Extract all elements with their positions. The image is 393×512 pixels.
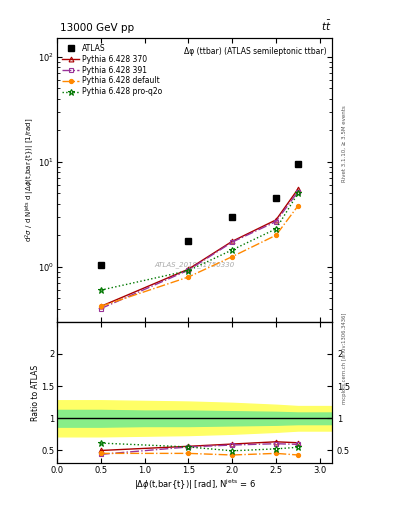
Text: 13000 GeV pp: 13000 GeV pp — [60, 23, 134, 33]
ATLAS — [274, 195, 278, 201]
Pythia 6.428 default — [296, 203, 300, 209]
Pythia 6.428 default — [230, 253, 235, 260]
Text: Rivet 3.1.10, ≥ 3.5M events: Rivet 3.1.10, ≥ 3.5M events — [342, 105, 347, 182]
Pythia 6.428 391 — [296, 188, 300, 195]
X-axis label: |$\Delta\phi$(t,bar{t})| [rad], N$^{\rm jets}$ = 6: |$\Delta\phi$(t,bar{t})| [rad], N$^{\rm … — [134, 478, 255, 493]
Pythia 6.428 default — [186, 274, 191, 280]
Pythia 6.428 370 — [98, 303, 103, 309]
ATLAS — [98, 262, 103, 268]
Pythia 6.428 370 — [186, 266, 191, 272]
Text: Δφ (ttbar) (ATLAS semileptonic ttbar): Δφ (ttbar) (ATLAS semileptonic ttbar) — [184, 47, 327, 56]
Pythia 6.428 pro-q2o — [186, 268, 191, 274]
Pythia 6.428 pro-q2o — [274, 226, 278, 232]
Pythia 6.428 391 — [274, 219, 278, 225]
Pythia 6.428 pro-q2o — [98, 287, 103, 293]
Line: Pythia 6.428 391: Pythia 6.428 391 — [98, 189, 300, 311]
Y-axis label: d$^{2}\sigma$ / d N$^{\rm jets}$ d |$\Delta\phi$(t,bar{t})| [1/rad]: d$^{2}\sigma$ / d N$^{\rm jets}$ d |$\De… — [24, 118, 37, 242]
Text: ATLAS_2019_I1750330: ATLAS_2019_I1750330 — [154, 262, 235, 268]
Line: ATLAS: ATLAS — [98, 161, 301, 268]
Pythia 6.428 370 — [230, 238, 235, 244]
Text: $t\bar{t}$: $t\bar{t}$ — [321, 19, 331, 33]
Line: Pythia 6.428 pro-q2o: Pythia 6.428 pro-q2o — [98, 190, 301, 293]
Pythia 6.428 391 — [98, 306, 103, 312]
ATLAS — [186, 238, 191, 244]
Line: Pythia 6.428 default: Pythia 6.428 default — [99, 204, 300, 308]
Line: Pythia 6.428 370: Pythia 6.428 370 — [98, 187, 300, 309]
ATLAS — [230, 214, 235, 220]
Pythia 6.428 391 — [186, 267, 191, 273]
Pythia 6.428 pro-q2o — [296, 190, 300, 197]
Text: mcplots.cern.ch [arXiv:1306.3436]: mcplots.cern.ch [arXiv:1306.3436] — [342, 313, 347, 404]
Pythia 6.428 default — [98, 303, 103, 309]
Pythia 6.428 370 — [296, 186, 300, 192]
Pythia 6.428 370 — [274, 217, 278, 223]
Pythia 6.428 pro-q2o — [230, 247, 235, 253]
Pythia 6.428 391 — [230, 239, 235, 245]
Legend: ATLAS, Pythia 6.428 370, Pythia 6.428 391, Pythia 6.428 default, Pythia 6.428 pr: ATLAS, Pythia 6.428 370, Pythia 6.428 39… — [61, 42, 164, 98]
ATLAS — [296, 161, 300, 167]
Pythia 6.428 default — [274, 232, 278, 238]
Y-axis label: Ratio to ATLAS: Ratio to ATLAS — [31, 365, 40, 420]
